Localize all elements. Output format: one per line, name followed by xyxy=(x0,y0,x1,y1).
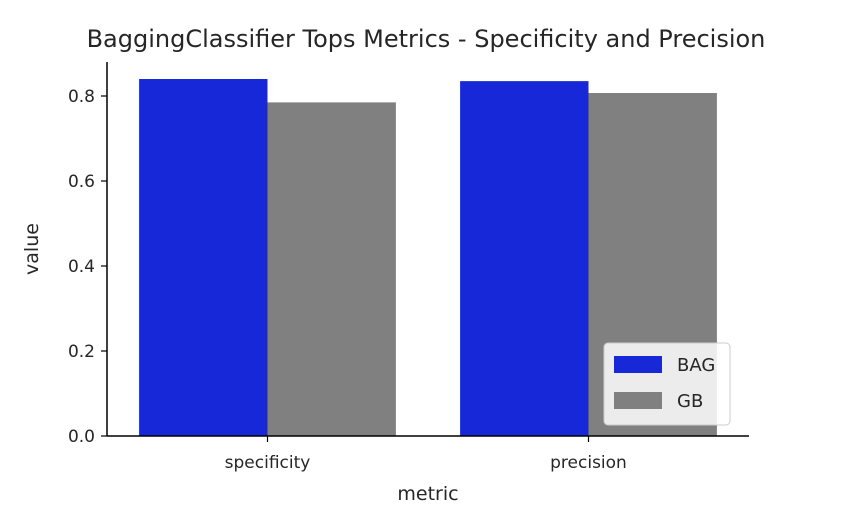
bar-bag-specificity xyxy=(139,79,268,436)
y-tick-label: 0.6 xyxy=(68,172,95,192)
y-tick-label: 0.0 xyxy=(68,427,95,447)
y-axis-label: value xyxy=(21,223,43,275)
x-axis-label: metric xyxy=(397,483,458,505)
legend-label-bag: BAG xyxy=(677,355,715,376)
x-tick-label-specificity: specificity xyxy=(225,453,311,473)
bar-bag-precision xyxy=(460,81,589,437)
legend-swatch-gb xyxy=(614,392,662,409)
legend: BAG GB xyxy=(603,342,731,426)
chart-title: BaggingClassifier Tops Metrics - Specifi… xyxy=(87,25,766,53)
x-ticks: specificity precision xyxy=(225,436,627,473)
y-ticks: 0.0 0.2 0.4 0.6 0.8 xyxy=(68,87,107,447)
legend-items: BAG GB xyxy=(614,355,715,412)
x-tick-label-precision: precision xyxy=(550,453,627,473)
y-tick-label: 0.4 xyxy=(68,257,95,277)
bar-gb-specificity xyxy=(267,102,396,437)
y-tick-label: 0.8 xyxy=(68,87,95,107)
legend-label-gb: GB xyxy=(677,391,703,412)
y-tick-label: 0.2 xyxy=(68,342,95,362)
legend-swatch-bag xyxy=(614,356,662,373)
